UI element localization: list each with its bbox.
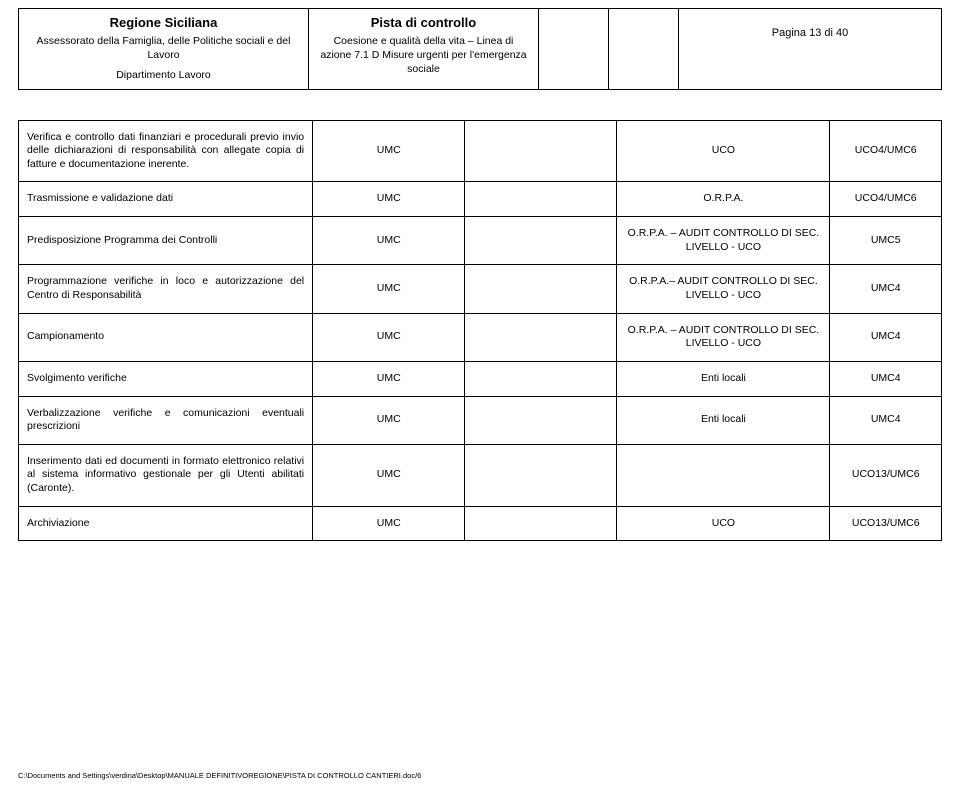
cell-c3 [465,182,617,217]
cell-c1: Inserimento dati ed documenti in formato… [19,444,313,506]
table-row: Verbalizzazione verifiche e comunicazion… [19,396,942,444]
pista-subtitle: Coesione e qualità della vita – Linea di… [317,34,530,77]
header-col-4 [609,9,679,89]
cell-c3 [465,120,617,182]
cell-c1: Trasmissione e validazione dati [19,182,313,217]
cell-c3 [465,265,617,313]
control-table: Verifica e controllo dati finanziari e p… [18,120,942,542]
cell-c4: UCO [617,506,830,541]
table-row: CampionamentoUMC O.R.P.A. – AUDIT CONTROL… [19,313,942,361]
cell-c1: Programmazione verifiche in loco e autor… [19,265,313,313]
cell-c1: Verifica e controllo dati finanziari e p… [19,120,313,182]
cell-c5: UCO4/UMC6 [830,120,942,182]
cell-c4: O.R.P.A. [617,182,830,217]
header-col-1: Regione Siciliana Assessorato della Fami… [19,9,309,89]
cell-c3 [465,506,617,541]
cell-c2: UMC [313,265,465,313]
department-line: Dipartimento Lavoro [27,68,300,82]
cell-c3 [465,313,617,361]
cell-c5: UCO13/UMC6 [830,506,942,541]
cell-c5: UMC5 [830,217,942,265]
cell-c2: UMC [313,444,465,506]
cell-c2: UMC [313,182,465,217]
cell-c1: Svolgimento verifiche [19,361,313,396]
cell-c5: UCO4/UMC6 [830,182,942,217]
cell-c3 [465,361,617,396]
cell-c1: Verbalizzazione verifiche e comunicazion… [19,396,313,444]
cell-c2: UMC [313,396,465,444]
cell-c2: UMC [313,217,465,265]
table-row: Inserimento dati ed documenti in formato… [19,444,942,506]
document-header: Regione Siciliana Assessorato della Fami… [18,8,942,90]
cell-c3 [465,444,617,506]
header-col-2: Pista di controllo Coesione e qualità de… [309,9,539,89]
cell-c3 [465,217,617,265]
cell-c1: Campionamento [19,313,313,361]
cell-c4 [617,444,830,506]
cell-c2: UMC [313,313,465,361]
cell-c5: UMC4 [830,265,942,313]
header-col-3 [539,9,609,89]
cell-c4: O.R.P.A. – AUDIT CONTROLLO DI SEC. LIVEL… [617,217,830,265]
table-row: Svolgimento verificheUMC Enti localiUMC4 [19,361,942,396]
cell-c3 [465,396,617,444]
cell-c2: UMC [313,361,465,396]
table-row: Programmazione verifiche in loco e autor… [19,265,942,313]
cell-c5: UMC4 [830,361,942,396]
cell-c5: UMC4 [830,396,942,444]
cell-c5: UMC4 [830,313,942,361]
cell-c4: O.R.P.A.– AUDIT CONTROLLO DI SEC. LIVELL… [617,265,830,313]
cell-c4: UCO [617,120,830,182]
cell-c4: Enti locali [617,361,830,396]
content-area: Verifica e controllo dati finanziari e p… [18,120,942,542]
assessorato-line: Assessorato della Famiglia, delle Politi… [27,34,300,62]
cell-c2: UMC [313,120,465,182]
cell-c5: UCO13/UMC6 [830,444,942,506]
cell-c4: O.R.P.A. – AUDIT CONTROLLO DI SEC. LIVEL… [617,313,830,361]
table-row: Predisposizione Programma dei ControlliU… [19,217,942,265]
region-title: Regione Siciliana [27,15,300,30]
cell-c1: Archiviazione [19,506,313,541]
table-row: Trasmissione e validazione datiUMC O.R.P.… [19,182,942,217]
table-row: ArchiviazioneUMC UCOUCO13/UMC6 [19,506,942,541]
header-col-5: Pagina 13 di 40 [679,9,941,89]
pista-title: Pista di controllo [317,15,530,30]
page-number: Pagina 13 di 40 [687,27,933,39]
cell-c4: Enti locali [617,396,830,444]
table-row: Verifica e controllo dati finanziari e p… [19,120,942,182]
cell-c2: UMC [313,506,465,541]
cell-c1: Predisposizione Programma dei Controlli [19,217,313,265]
footer-path: C:\Documents and Settings\verdina\Deskto… [18,771,421,780]
